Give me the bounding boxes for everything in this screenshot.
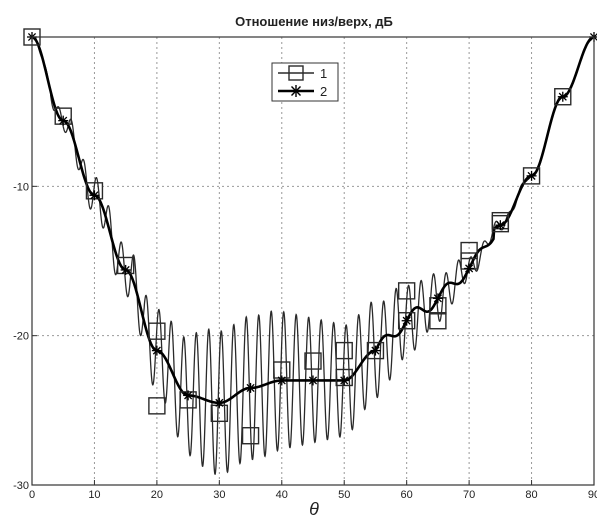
marker-square (460, 241, 478, 260)
marker-star (370, 345, 381, 356)
legend-label-1: 1 (320, 66, 327, 81)
marker-star (557, 91, 568, 102)
chart-title: Отношение низ/верх, дБ (235, 14, 393, 29)
x-tick-label: 0 (29, 489, 35, 501)
marker-square (366, 341, 385, 360)
x-axis: 0 10 20 30 40 50 60 70 80 90 (29, 480, 597, 501)
x-tick-label: 10 (88, 489, 100, 501)
marker-square (397, 282, 416, 300)
marker-star (495, 220, 506, 231)
marker-square (491, 214, 510, 233)
plot-frame (31, 36, 595, 486)
marker-square (304, 352, 322, 370)
marker-square (429, 312, 447, 330)
x-tick-label: 50 (338, 489, 350, 501)
marker-star (339, 375, 350, 386)
marker-star (58, 115, 69, 126)
legend-label-2: 2 (320, 84, 327, 99)
marker-star (183, 390, 194, 401)
x-tick-label: 80 (525, 489, 537, 501)
marker-star (245, 382, 256, 393)
marker-square (335, 341, 353, 360)
legend-box (271, 62, 339, 102)
legend-marker-1 (288, 65, 304, 81)
legend-marker-2 (290, 85, 302, 97)
marker-star (120, 264, 131, 275)
marker-square (241, 427, 260, 445)
grid (32, 37, 594, 485)
plot-markers (23, 28, 597, 445)
marker-star (89, 190, 100, 201)
marker-star (151, 345, 162, 356)
x-axis-label: θ (309, 499, 319, 519)
x-tick-label: 90 (588, 489, 597, 501)
x-tick-label: 60 (401, 489, 413, 501)
marker-star (276, 375, 287, 386)
y-tick-label: -20 (13, 331, 29, 343)
marker-square (522, 167, 541, 185)
marker-star (432, 293, 443, 304)
marker-star (214, 397, 225, 408)
marker-square (335, 368, 353, 387)
y-tick-label: -10 (13, 181, 29, 193)
marker-star (526, 170, 537, 181)
marker-star (464, 263, 475, 274)
marker-square (148, 397, 166, 415)
x-tick-label: 40 (276, 489, 288, 501)
marker-square (397, 312, 416, 330)
x-tick-label: 20 (151, 489, 163, 501)
marker-star (401, 315, 412, 326)
x-tick-label: 70 (463, 489, 475, 501)
marker-star (308, 375, 318, 386)
marker-square (148, 322, 166, 340)
x-tick-label: 30 (213, 489, 225, 501)
marker-square (554, 88, 572, 106)
y-axis: -10 -20 -30 (13, 181, 37, 492)
legend: 1 2 (271, 62, 339, 102)
y-tick-label: -30 (13, 480, 29, 492)
